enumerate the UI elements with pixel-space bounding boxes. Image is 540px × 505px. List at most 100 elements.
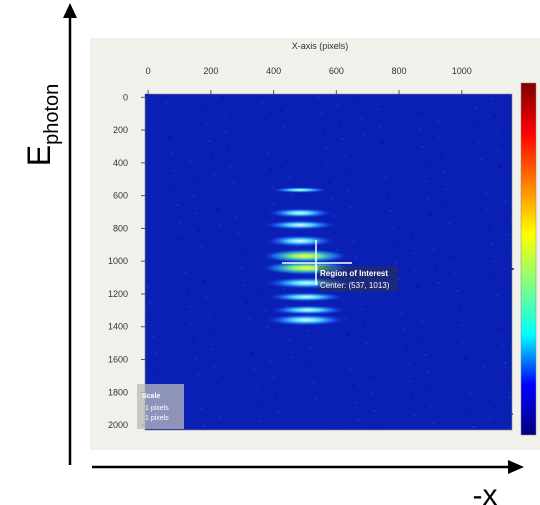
noise	[316, 415, 319, 417]
band	[264, 235, 336, 247]
noise	[257, 403, 260, 405]
y-tick-label: 2000	[108, 420, 128, 430]
signal-bands	[260, 187, 352, 326]
noise	[326, 164, 329, 166]
noise	[259, 420, 262, 422]
noise	[209, 331, 212, 333]
noise	[484, 192, 487, 194]
noise	[353, 240, 356, 242]
noise	[275, 220, 278, 222]
noise	[146, 285, 149, 287]
noise	[478, 141, 481, 143]
noise	[446, 205, 449, 207]
noise	[219, 416, 222, 418]
noise	[485, 383, 488, 385]
noise	[280, 109, 283, 111]
noise	[286, 160, 289, 162]
noise	[152, 336, 155, 338]
noise	[414, 269, 417, 271]
noise	[502, 345, 505, 347]
noise	[397, 278, 400, 280]
noise	[349, 206, 352, 208]
noise	[367, 359, 370, 361]
x-tick-label: 800	[392, 66, 407, 76]
noise	[389, 210, 392, 212]
noise	[339, 121, 342, 123]
noise	[464, 358, 467, 360]
noise	[195, 212, 198, 214]
noise	[474, 107, 477, 109]
noise	[429, 214, 432, 216]
band	[268, 305, 348, 315]
noise	[413, 414, 416, 416]
noise	[263, 118, 266, 120]
noise	[438, 137, 441, 139]
noise	[199, 246, 202, 248]
noise	[426, 371, 429, 373]
y-tick-label: 400	[113, 158, 128, 168]
noise	[482, 175, 485, 177]
noise	[355, 257, 358, 259]
noise	[205, 297, 208, 299]
noise	[154, 353, 157, 355]
noise	[448, 222, 451, 224]
noise	[373, 410, 376, 412]
noise	[500, 328, 503, 330]
noise	[462, 341, 465, 343]
noise	[308, 347, 311, 349]
noise	[251, 352, 254, 354]
noise	[341, 138, 344, 140]
noise	[207, 314, 210, 316]
noise	[314, 398, 317, 400]
noise	[490, 243, 493, 245]
noise	[266, 326, 269, 328]
noise	[214, 191, 217, 193]
x-tick-label: 1000	[452, 66, 472, 76]
noise	[361, 308, 364, 310]
scale-box	[137, 384, 184, 429]
y-arrow-main: E	[21, 145, 57, 166]
noise	[330, 198, 333, 200]
noise	[505, 217, 508, 219]
noise	[377, 108, 380, 110]
noise	[188, 306, 191, 308]
noise	[423, 163, 426, 165]
noise	[201, 263, 204, 265]
noise	[200, 408, 203, 410]
noise	[213, 365, 216, 367]
noise	[334, 232, 337, 234]
band	[263, 277, 351, 289]
y-arrow-label: Ephoton	[21, 84, 63, 167]
noise	[247, 318, 250, 320]
noise	[450, 239, 453, 241]
noise	[291, 356, 294, 358]
band	[260, 261, 352, 275]
noise	[430, 405, 433, 407]
noise	[239, 250, 242, 252]
y-tick-label: 1600	[108, 355, 128, 365]
noise	[495, 132, 498, 134]
noise	[348, 351, 351, 353]
noise	[253, 369, 256, 371]
noise	[422, 337, 425, 339]
noise	[229, 165, 232, 167]
noise	[328, 181, 331, 183]
noise	[237, 233, 240, 235]
noise	[282, 126, 285, 128]
noise	[191, 178, 194, 180]
noise	[351, 223, 354, 225]
y-arrow-head	[63, 3, 77, 18]
noise	[420, 320, 423, 322]
x-tick-label: 600	[329, 66, 344, 76]
noise	[409, 380, 412, 382]
noise	[493, 115, 496, 117]
noise	[358, 100, 361, 102]
noise	[407, 363, 410, 365]
noise	[492, 260, 495, 262]
noise	[212, 174, 215, 176]
noise	[180, 238, 183, 240]
noise	[204, 106, 207, 108]
noise	[371, 393, 374, 395]
noise	[346, 334, 349, 336]
